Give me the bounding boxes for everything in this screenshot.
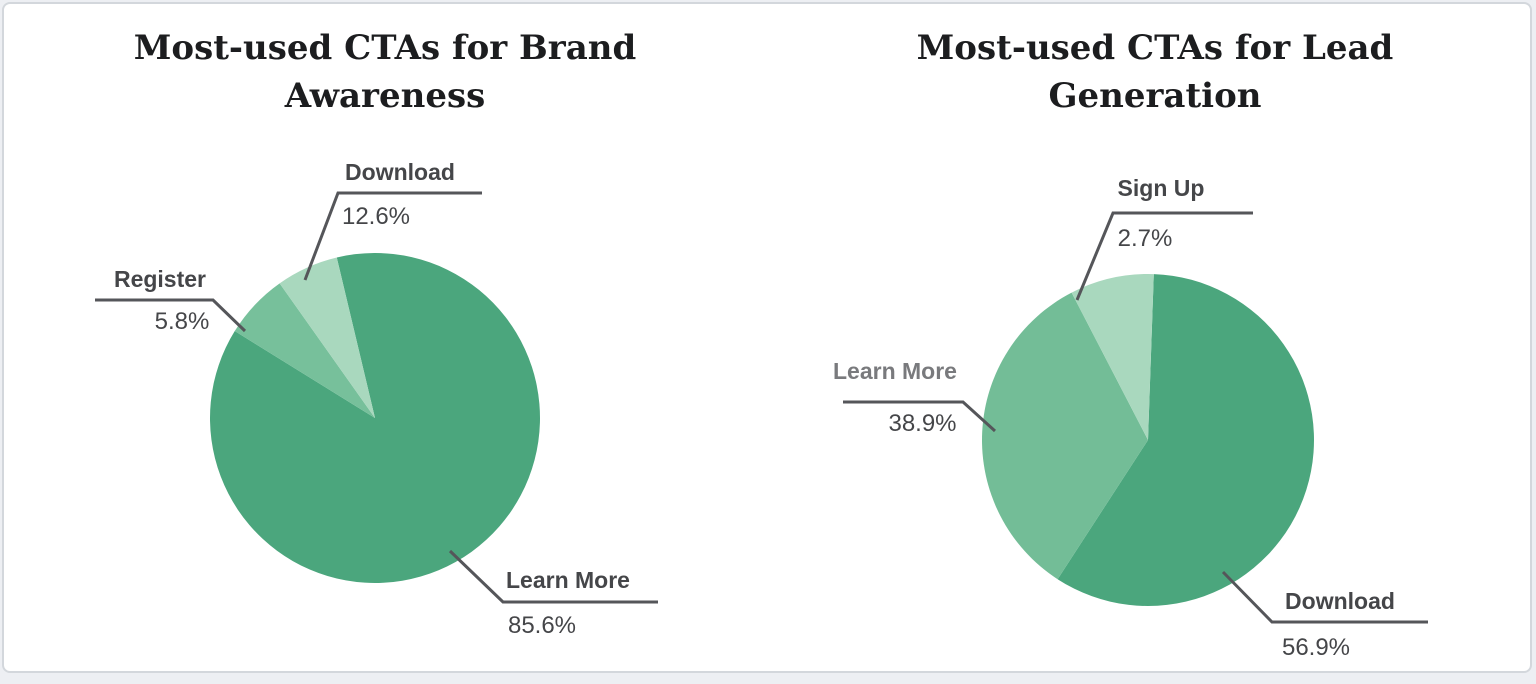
callout-label-sign-up: Sign Up: [1117, 175, 1205, 201]
chart-title-brand-awareness: Most-used CTAs for Brand Awareness: [133, 28, 637, 116]
pie-slice-learn-more: [982, 292, 1148, 580]
leader-line-sign-up: [1075, 211, 1253, 301]
leader-line-download-left: [303, 191, 482, 281]
callout-value-sign-up: 2.7%: [1117, 225, 1173, 252]
callout-label-download-left: Download: [345, 159, 455, 185]
callout-value-learn-more-left: 85.6%: [507, 612, 577, 639]
pie-lead-generation: [982, 274, 1315, 606]
callout-value-register: 5.8%: [154, 308, 210, 335]
callout-value-download-right: 56.9%: [1281, 634, 1351, 661]
leader-line-download-right: [1221, 570, 1428, 624]
pie-brand-awareness: [209, 253, 541, 583]
chart-title-lead-generation: Most-used CTAs for Lead Generation: [916, 28, 1394, 116]
pie-slice-sign-up: [1071, 274, 1154, 440]
leader-line-register: [95, 298, 247, 333]
callout-label-register: Register: [113, 266, 207, 292]
pie-slice-download: [1057, 274, 1315, 606]
callout-value-download-left: 12.6%: [341, 203, 411, 230]
callout-label-learn-more-left: Learn More: [506, 567, 630, 593]
callout-value-learn-more-right: 38.9%: [888, 410, 957, 437]
pie-slice-download: [279, 257, 375, 418]
callout-label-download-right: Download: [1285, 588, 1395, 614]
leader-line-learn-more-left: [448, 549, 658, 604]
pie-slice-register: [234, 283, 375, 418]
leader-line-learn-more-right: [843, 400, 997, 433]
callout-label-learn-more-right: Learn More: [833, 358, 957, 384]
